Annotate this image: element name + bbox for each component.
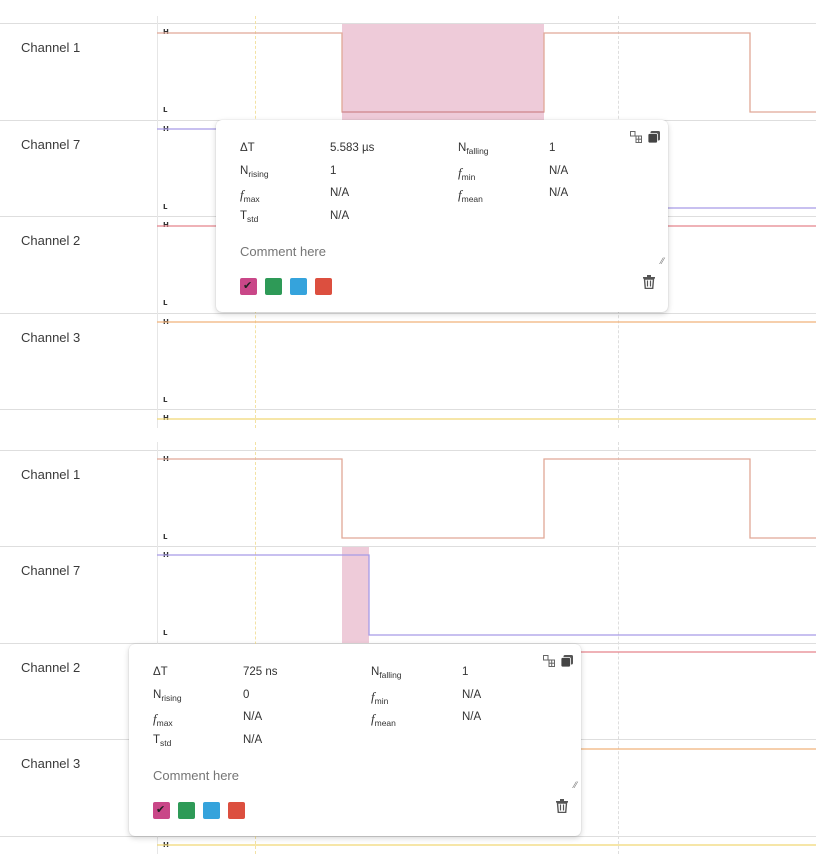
low-level-marker: L <box>163 533 168 541</box>
f-mean-label: fmean <box>458 187 483 204</box>
f-max-value: N/A <box>330 187 350 199</box>
channel-label: Channel 3 <box>21 330 81 345</box>
f-max-value: N/A <box>243 711 263 723</box>
waveform-panel-bottom: Channel 1 H L Channel 7 H L Channel 2 Ch… <box>0 442 816 854</box>
f-max-label: fmax <box>153 711 173 728</box>
color-swatch-red[interactable] <box>315 278 332 295</box>
f-min-label: fmin <box>458 164 476 182</box>
resize-handle-icon[interactable]: ⁄⁄ <box>573 780 577 790</box>
channel-label: Channel 2 <box>21 660 81 675</box>
color-swatch-green[interactable] <box>265 278 282 295</box>
popup-toolbar <box>543 654 573 672</box>
n-rising-value: 1 <box>330 164 337 177</box>
n-rising-value: 0 <box>243 688 250 701</box>
n-falling-value: 1 <box>462 666 469 678</box>
color-swatch-blue[interactable] <box>203 802 220 819</box>
resize-handle-icon[interactable]: ⁄⁄ <box>660 256 664 266</box>
copy-icon[interactable] <box>560 654 573 672</box>
time-selection-region[interactable] <box>342 547 369 643</box>
delta-t-label: ΔT <box>240 142 255 154</box>
t-std-value: N/A <box>243 733 263 746</box>
f-max-label: fmax <box>240 187 260 204</box>
high-level-marker: H <box>163 414 169 422</box>
waveform-panel-top: Channel 1 H L Channel 7 H L Channel 2 H … <box>0 16 816 428</box>
channel-label: Channel 3 <box>21 756 81 771</box>
channel-row-4: H <box>0 409 816 428</box>
time-selection-region[interactable] <box>342 24 544 120</box>
n-falling-value: 1 <box>549 142 556 154</box>
color-picker: ✔ <box>240 278 332 295</box>
color-picker: ✔ <box>153 802 245 819</box>
channel-label: Channel 7 <box>21 137 81 152</box>
delta-t-value: 725 ns <box>243 666 278 678</box>
low-level-marker: L <box>163 203 168 211</box>
cursor-marker-b[interactable] <box>618 442 619 854</box>
layout-grid-icon[interactable] <box>543 654 555 672</box>
color-swatch-pink[interactable]: ✔ <box>240 278 257 295</box>
color-swatch-blue[interactable] <box>290 278 307 295</box>
high-level-marker: H <box>163 221 169 229</box>
measurement-table: ΔT 5.583 µs Nfalling 1 Nrising 1 fmin N/… <box>240 142 640 232</box>
n-rising-label: Nrising <box>153 688 182 703</box>
low-level-marker: L <box>163 106 168 114</box>
checkmark-icon: ✔ <box>243 280 253 292</box>
channel-label: Channel 1 <box>21 467 81 482</box>
trash-icon[interactable] <box>643 275 655 294</box>
delta-t-label: ΔT <box>153 666 168 678</box>
color-swatch-green[interactable] <box>178 802 195 819</box>
measurement-popup: ΔT 725 ns Nfalling 1 Nrising 0 fmin N/A … <box>129 644 581 836</box>
t-std-label: Tstd <box>240 209 259 224</box>
n-falling-label: Nfalling <box>371 666 402 680</box>
comment-input[interactable] <box>240 244 640 259</box>
axis-line <box>157 16 158 428</box>
layout-grid-icon[interactable] <box>630 130 642 148</box>
trash-icon[interactable] <box>556 799 568 818</box>
popup-toolbar <box>630 130 660 148</box>
t-std-label: Tstd <box>153 733 172 748</box>
comment-input[interactable] <box>153 768 553 783</box>
low-level-marker: L <box>163 629 168 637</box>
high-level-marker: H <box>163 28 169 36</box>
f-mean-value: N/A <box>462 711 482 723</box>
channel-label: Channel 7 <box>21 563 81 578</box>
channel-row-2: Channel 2 <box>0 643 816 739</box>
channel-label: Channel 2 <box>21 233 81 248</box>
f-min-value: N/A <box>462 688 482 701</box>
f-min-label: fmin <box>371 688 389 706</box>
n-falling-label: Nfalling <box>458 142 489 156</box>
channel-row-1: Channel 1 H L <box>0 23 816 119</box>
low-level-marker: L <box>163 396 168 404</box>
color-swatch-red[interactable] <box>228 802 245 819</box>
f-min-value: N/A <box>549 164 569 177</box>
low-level-marker: L <box>163 299 168 307</box>
n-rising-label: Nrising <box>240 164 269 179</box>
channel-label: Channel 1 <box>21 40 81 55</box>
checkmark-icon: ✔ <box>156 804 166 816</box>
delta-t-value: 5.583 µs <box>330 142 375 154</box>
copy-icon[interactable] <box>647 130 660 148</box>
measurement-popup: ΔT 5.583 µs Nfalling 1 Nrising 1 fmin N/… <box>216 120 668 312</box>
color-swatch-pink[interactable]: ✔ <box>153 802 170 819</box>
f-mean-value: N/A <box>549 187 569 199</box>
measurement-table: ΔT 725 ns Nfalling 1 Nrising 0 fmin N/A … <box>153 666 553 756</box>
t-std-value: N/A <box>330 209 350 222</box>
f-mean-label: fmean <box>371 711 396 728</box>
